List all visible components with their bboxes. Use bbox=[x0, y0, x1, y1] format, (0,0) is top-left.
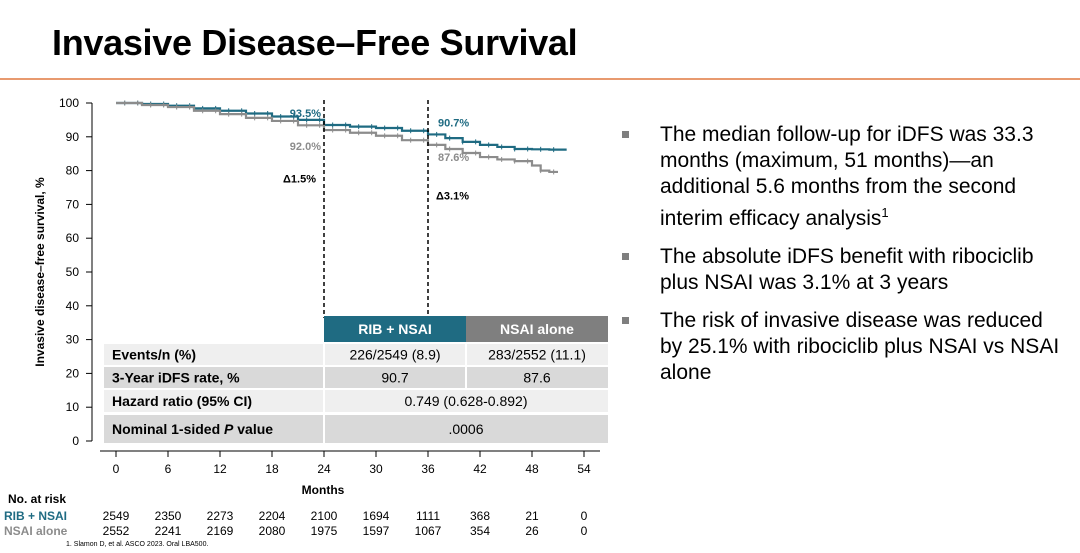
bullet-footnote-ref: 1 bbox=[881, 205, 889, 220]
table-row-bg bbox=[104, 390, 608, 412]
y-tick-label: 60 bbox=[66, 231, 80, 245]
x-tick-label: 24 bbox=[317, 462, 331, 476]
chart-annotation: 87.6% bbox=[438, 152, 469, 164]
x-tick-label: 42 bbox=[473, 462, 487, 476]
at-risk-value: 1975 bbox=[311, 524, 338, 538]
chart-annotation: Δ3.1% bbox=[436, 190, 469, 202]
x-tick-label: 36 bbox=[421, 462, 435, 476]
chart-annotation: 90.7% bbox=[438, 117, 469, 129]
bullet-text: The median follow-up for iDFS was 33.3 m… bbox=[660, 123, 1034, 230]
at-risk-value: 2552 bbox=[103, 524, 130, 538]
footnote: 1. Slamon D, et al. ASCO 2023. Oral LBA5… bbox=[66, 541, 209, 548]
x-tick-label: 48 bbox=[525, 462, 539, 476]
table-cell-value: 0.749 (0.628-0.892) bbox=[405, 393, 528, 409]
table-cell-value: 226/2549 (8.9) bbox=[349, 347, 440, 363]
chart-annotation: 93.5% bbox=[290, 108, 321, 120]
y-tick-label: 100 bbox=[59, 96, 79, 110]
at-risk-value: 1067 bbox=[415, 524, 442, 538]
at-risk-value: 2204 bbox=[259, 509, 286, 523]
at-risk-value: 2273 bbox=[207, 509, 234, 523]
table-row-label: Hazard ratio (95% CI) bbox=[112, 393, 252, 409]
table-row-bg bbox=[104, 415, 608, 443]
idfs-km-chart: 0 10 20 30 40 50 60 70 80 90 100 0 6 12 18 24 30 36 42 48 54… bbox=[4, 96, 608, 538]
at-risk-value: 1111 bbox=[416, 509, 440, 523]
table-cell-value: 87.6 bbox=[523, 370, 550, 386]
title-divider bbox=[0, 78, 1080, 80]
table-header-rib-bg bbox=[324, 316, 466, 342]
x-tick-label: 30 bbox=[369, 462, 383, 476]
bullet-item: The risk of invasive disease was reduced… bbox=[620, 308, 1070, 386]
table-row-label: 3-Year iDFS rate, % bbox=[112, 370, 240, 386]
x-tick-label: 54 bbox=[577, 462, 591, 476]
at-risk-value: 354 bbox=[470, 524, 490, 538]
at-risk-value: 1597 bbox=[363, 524, 390, 538]
bullet-item: The median follow-up for iDFS was 33.3 m… bbox=[620, 122, 1070, 232]
page-title: Invasive Disease–Free Survival bbox=[52, 22, 578, 63]
x-axis-title: Months bbox=[302, 483, 345, 497]
at-risk-value: 2350 bbox=[155, 509, 182, 523]
at-risk-value: 368 bbox=[470, 509, 490, 523]
table-cell-value: .0006 bbox=[448, 421, 483, 437]
at-risk-value: 2241 bbox=[155, 524, 182, 538]
x-tick-label: 0 bbox=[113, 462, 120, 476]
bullet-text: The absolute iDFS benefit with ribocicli… bbox=[660, 245, 1034, 294]
at-risk-value: 2169 bbox=[207, 524, 234, 538]
table-header-rib: RIB + NSAI bbox=[358, 321, 432, 337]
at-risk-value: 2080 bbox=[259, 524, 286, 538]
km-curve-rib-nsai bbox=[116, 101, 567, 151]
y-axis-title: Invasive disease–free survival, % bbox=[33, 177, 47, 367]
y-tick-label: 30 bbox=[66, 333, 80, 347]
x-tick-label: 6 bbox=[165, 462, 172, 476]
at-risk-header: No. at risk bbox=[8, 492, 66, 506]
table-cell-value: 90.7 bbox=[381, 370, 408, 386]
at-risk-value: 1694 bbox=[363, 509, 390, 523]
bullet-list: The median follow-up for iDFS was 33.3 m… bbox=[620, 122, 1070, 398]
y-tick-label: 70 bbox=[66, 197, 80, 211]
table-row-label: Nominal 1-sided P value bbox=[112, 421, 273, 437]
km-curve-nsai-alone bbox=[116, 101, 558, 174]
table-header-nsai-bg bbox=[466, 316, 608, 342]
y-tick-label: 90 bbox=[66, 130, 80, 144]
table-cell-value: 283/2552 (11.1) bbox=[488, 347, 586, 363]
at-risk-value: 2549 bbox=[103, 509, 130, 523]
y-tick-label: 0 bbox=[72, 434, 79, 448]
y-tick-label: 50 bbox=[66, 265, 80, 279]
at-risk-label: RIB + NSAI bbox=[4, 509, 67, 523]
bullet-text: The risk of invasive disease was reduced… bbox=[660, 309, 1060, 384]
at-risk-label: NSAI alone bbox=[4, 524, 68, 538]
table-row-label: Events/n (%) bbox=[112, 347, 196, 363]
y-tick-label: 10 bbox=[66, 400, 80, 414]
table-row-bg bbox=[104, 367, 608, 388]
chart-annotation: Δ1.5% bbox=[283, 173, 316, 185]
at-risk-value: 26 bbox=[525, 524, 539, 538]
y-tick-label: 80 bbox=[66, 164, 80, 178]
table-header-nsai: NSAI alone bbox=[500, 321, 574, 337]
y-tick-label: 40 bbox=[66, 299, 80, 313]
table-row-bg bbox=[104, 344, 608, 365]
at-risk-value: 0 bbox=[581, 509, 588, 523]
chart-annotation: 92.0% bbox=[290, 141, 321, 153]
at-risk-value: 2100 bbox=[311, 509, 338, 523]
at-risk-value: 0 bbox=[581, 524, 588, 538]
y-tick-label: 20 bbox=[66, 366, 80, 380]
x-tick-label: 18 bbox=[265, 462, 279, 476]
bullet-item: The absolute iDFS benefit with ribocicli… bbox=[620, 244, 1070, 296]
x-tick-label: 12 bbox=[213, 462, 227, 476]
at-risk-value: 21 bbox=[525, 509, 539, 523]
